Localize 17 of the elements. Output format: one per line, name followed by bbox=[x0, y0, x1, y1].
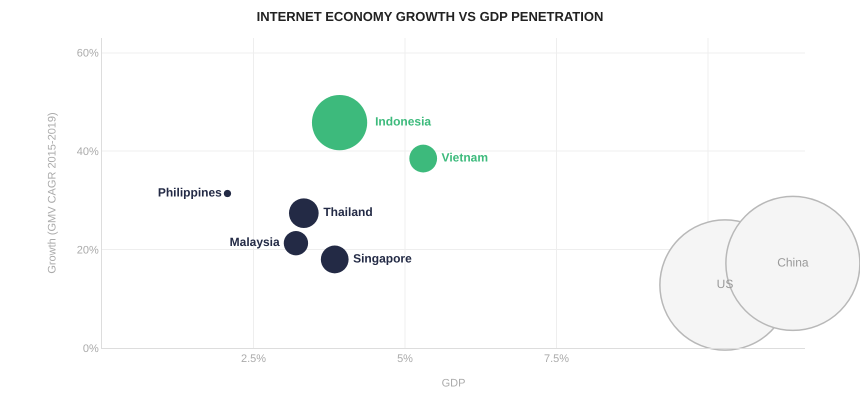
y-tick-label: 20% bbox=[76, 244, 100, 256]
data-label: Malaysia bbox=[230, 235, 280, 250]
x-axis-title: GDP bbox=[442, 377, 466, 390]
x-tick-label: 2.5% bbox=[240, 353, 266, 366]
data-label: Vietnam bbox=[442, 150, 488, 165]
data-label: Singapore bbox=[353, 251, 412, 266]
y-tick-label: 40% bbox=[76, 146, 100, 158]
y-tick-label: 0% bbox=[82, 342, 100, 355]
x-tick-label: 5% bbox=[397, 353, 414, 366]
data-label: China bbox=[777, 255, 809, 270]
x-tick-label: 7.5% bbox=[544, 353, 570, 366]
chart-title: INTERNET ECONOMY GROWTH VS GDP PENETRATION bbox=[256, 9, 604, 24]
data-label: Philippines bbox=[158, 185, 222, 200]
data-label: Thailand bbox=[323, 205, 373, 220]
data-label: Indonesia bbox=[375, 114, 432, 129]
y-axis-title: Growth (GMV CAGR 2015-2019) bbox=[46, 112, 58, 274]
y-tick-label: 60% bbox=[76, 48, 100, 60]
